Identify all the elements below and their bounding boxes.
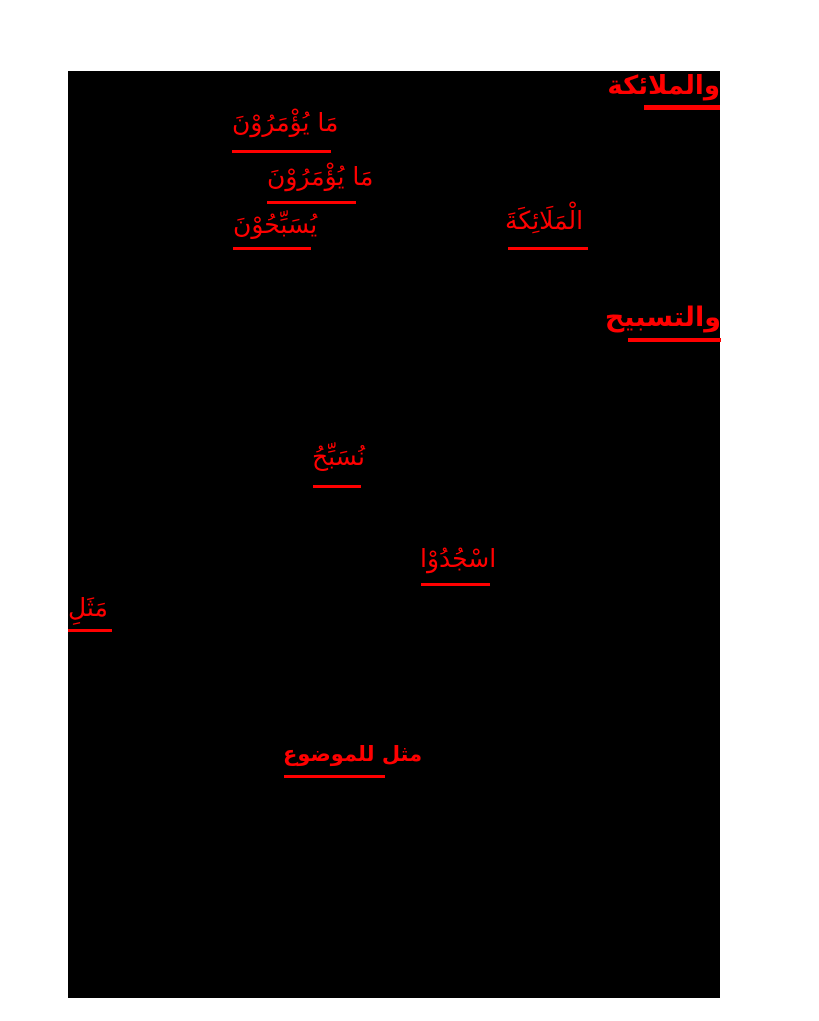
heading-tasbih: والتسبيح	[604, 302, 721, 333]
note-example-for-topic: مثل للموضوع	[283, 742, 423, 766]
answer-usjudu-underline	[421, 583, 490, 586]
answer-yusabbihun-underline	[233, 247, 311, 250]
answer-ma-yumarun-1: مَا يُؤْمَرُوْنَ	[232, 108, 339, 137]
heading-tasbih-underline	[628, 338, 721, 342]
answer-mathali-underline	[68, 629, 112, 632]
answer-ma-yumarun-2-underline	[267, 201, 356, 204]
heading-angels-underline	[644, 105, 720, 110]
scanned-page-background	[68, 71, 720, 998]
answer-ma-yumarun-1-underline	[232, 150, 331, 153]
answer-mathali: مَثَلِ	[68, 593, 108, 622]
answer-yusabbihun: يُسَبِّحُوْنَ	[233, 210, 318, 239]
answer-usjudu: اسْجُدُوْا	[420, 544, 497, 573]
answer-almalaikah-underline	[508, 247, 588, 250]
answer-ma-yumarun-2: مَا يُؤْمَرُوْنَ	[267, 162, 374, 191]
answer-nusabbih-underline	[313, 485, 361, 488]
answer-nusabbih: نُسَبِّحُ	[312, 442, 365, 471]
answer-almalaikah: الْمَلَائِكَةَ	[505, 206, 584, 235]
heading-angels: والملائكة	[607, 71, 720, 101]
note-example-for-topic-underline	[284, 775, 385, 778]
